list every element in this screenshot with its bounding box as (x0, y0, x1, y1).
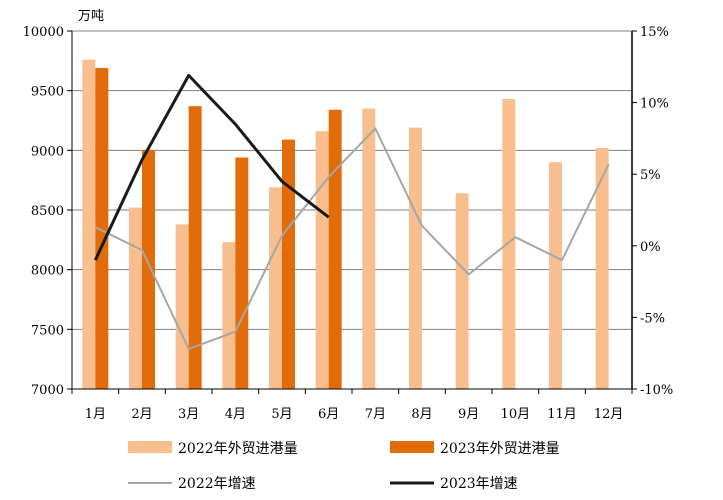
bar-2022 (315, 131, 329, 390)
x-tick-label: 7月 (365, 407, 386, 422)
bar-2023 (188, 106, 202, 390)
y-tick-label: 8000 (31, 264, 64, 279)
axes: 7000 7500 8000 8500 9000 9500 10000 -10% -5% 0% 5%… (23, 25, 674, 422)
bar-2022 (362, 108, 376, 390)
bar-2022 (222, 242, 236, 389)
line-2022-growth (94, 127, 610, 350)
x-tick-label: 12月 (594, 407, 624, 422)
x-tick-label: 1月 (85, 407, 106, 422)
line-2023-growth (93, 73, 330, 261)
y2-tick-label: 10% (640, 97, 669, 112)
bar-2022 (549, 162, 562, 389)
y-unit-label: 万吨 (78, 9, 104, 24)
x-tick-label: 3月 (178, 407, 199, 422)
bar-2022 (129, 207, 142, 389)
bar-2022 (175, 224, 189, 389)
y2-tick-label: -5% (640, 311, 665, 326)
x-tick-label: 5月 (271, 407, 292, 422)
legend-label: 2023年增速 (440, 476, 518, 492)
x-tick-label: 11月 (547, 407, 577, 422)
grid-lines (72, 30, 632, 330)
x-tick-label: 10月 (501, 407, 531, 422)
y-tick-label: 8500 (31, 204, 64, 219)
y2-tick-label: 15% (640, 25, 669, 40)
bar-2022 (595, 147, 609, 389)
y2-tick-label: 0% (640, 240, 661, 255)
lines (93, 73, 610, 350)
legend: 2022年外贸进港量 2023年外贸进港量 2022年增速 2023年增速 (128, 441, 560, 492)
x-tick-label: 8月 (411, 407, 432, 422)
legend-label: 2022年增速 (178, 476, 256, 492)
x-tick-label: 6月 (318, 407, 339, 422)
y-tick-label: 10000 (23, 25, 64, 40)
x-tick-label: 2月 (131, 407, 152, 422)
y-tick-label: 9000 (31, 144, 64, 159)
legend-label: 2023年外贸进港量 (440, 441, 560, 457)
bar-2023 (235, 157, 249, 389)
y2-tick-label: -10% (640, 383, 673, 398)
legend-swatch (128, 441, 172, 453)
x-tick-label: 4月 (225, 407, 246, 422)
bar-2023 (282, 139, 295, 389)
y2-tick-label: 5% (640, 168, 661, 183)
legend-label: 2022年外贸进港量 (178, 441, 298, 457)
bars (82, 59, 609, 390)
bar-2022 (502, 99, 516, 390)
bar-2022 (82, 59, 96, 389)
bar-2023 (95, 67, 109, 389)
bar-2022 (455, 193, 469, 389)
y-tick-label: 9500 (31, 85, 64, 100)
bar-2022 (269, 187, 282, 389)
bar-2023 (142, 150, 155, 389)
x-tick-label: 9月 (458, 407, 479, 422)
bar-2023 (328, 109, 342, 389)
y-tick-label: 7500 (31, 323, 64, 338)
y-tick-label: 7000 (31, 383, 64, 398)
legend-swatch (390, 441, 434, 453)
bar-2022 (409, 127, 422, 389)
